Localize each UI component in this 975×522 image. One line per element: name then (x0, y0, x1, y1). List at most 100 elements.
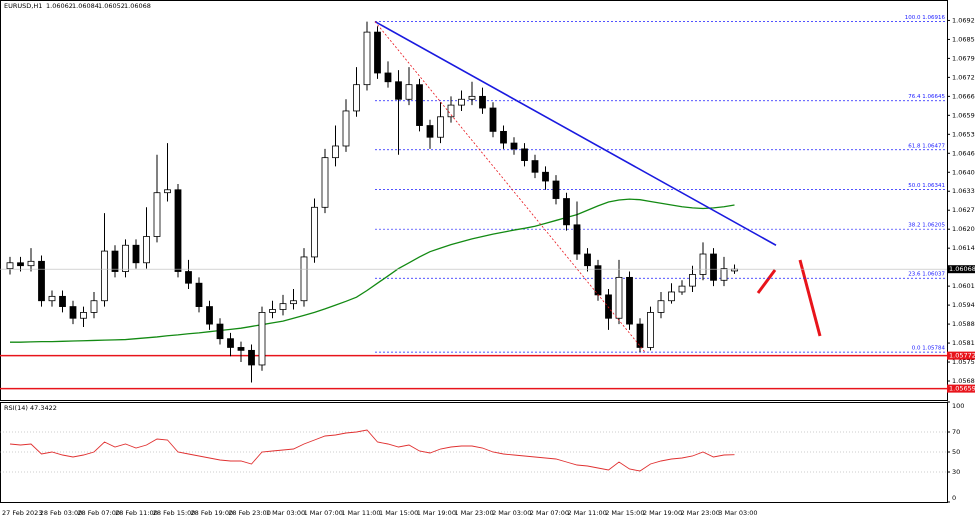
moving-average (10, 198, 735, 343)
header-low: 1.06052 (98, 2, 125, 10)
y-tick-label: 1.06140 (952, 244, 975, 252)
candle-body (437, 116, 444, 138)
candle-body (678, 285, 686, 293)
candle-body (447, 104, 455, 118)
x-tick-label: 2 Mar 15:00 (605, 509, 644, 517)
candle-body (300, 256, 308, 302)
y-tick-label: 1.05685 (952, 377, 975, 385)
header-close: 1.06068 (124, 2, 151, 10)
support-label: 1.05659 (949, 385, 975, 393)
candle-body (332, 145, 339, 159)
main-panel (0, 0, 948, 401)
rsi-tick-label: 70 (952, 428, 960, 436)
x-tick-label: 28 Feb 19:00 (191, 509, 234, 517)
price-tag (947, 265, 975, 274)
candle-body (500, 130, 507, 144)
x-tick-label: 1 Mar 07:00 (304, 509, 343, 517)
rsi-tick-label: 30 (952, 468, 960, 476)
candle-body (479, 95, 486, 109)
x-tick-label: 27 Feb 2023 (2, 509, 42, 517)
x-tick-label: 1 Mar 03:00 (266, 509, 305, 517)
candle-body (101, 250, 108, 302)
y-tick-label: 1.06205 (952, 225, 975, 233)
candle-body (552, 180, 560, 199)
x-tick-label: 28 Feb 15:00 (153, 509, 196, 517)
fib-label: 0.0 1.05784 (912, 346, 946, 352)
candle-body (132, 244, 140, 264)
rsi-line (9, 429, 735, 472)
candle-body (248, 349, 255, 366)
price-tag (947, 351, 975, 360)
x-tick-label: 28 Feb 11:00 (115, 509, 158, 517)
price-tag (947, 384, 975, 393)
candle-body (48, 295, 56, 302)
x-tick-label: 28 Feb 23:00 (228, 509, 271, 517)
x-tick-label: 1 Mar 15:00 (379, 509, 418, 517)
candle-body (269, 309, 276, 313)
candle-body (143, 236, 150, 264)
candle-body (594, 265, 602, 296)
trendline (374, 20, 777, 246)
header-open: 1.06062 (46, 2, 73, 10)
candle-body (59, 295, 66, 307)
y-tick-label: 1.05815 (952, 339, 975, 347)
candle-body (279, 303, 287, 310)
x-tick-label: 3 Mar 03:00 (718, 509, 757, 517)
candle-body (699, 253, 707, 275)
x-tick-label: 2 Mar 03:00 (492, 509, 531, 517)
x-tick-label: 1 Mar 23:00 (454, 509, 493, 517)
retracement-line (374, 21, 646, 353)
candle-body (615, 276, 623, 319)
x-tick-label: 2 Mar 07:00 (530, 509, 569, 517)
candle-body (290, 300, 297, 305)
candle-body (342, 110, 350, 147)
candle-body (216, 323, 224, 340)
candle-body (458, 98, 465, 106)
y-tick-label: 1.05750 (952, 358, 975, 366)
header-high: 1.06084 (72, 2, 99, 10)
candle-body (17, 262, 24, 267)
candle-body (521, 148, 528, 161)
x-tick-label: 28 Feb 07:00 (77, 509, 120, 517)
candle-body (416, 84, 423, 126)
candle-body (227, 338, 234, 348)
y-tick-label: 1.06530 (952, 130, 975, 138)
fib-label: 50.0 1.06341 (908, 183, 945, 189)
y-tick-label: 1.06010 (952, 282, 975, 290)
candle-body (174, 189, 182, 272)
candle-body (531, 160, 539, 173)
rsi-title: RSI(14) (4, 404, 28, 412)
candle-body (111, 250, 119, 272)
candle-body (69, 306, 77, 319)
candle-body (657, 300, 665, 313)
fib-label: 38.2 1.06205 (908, 223, 945, 229)
fib-label: 23.6 1.06037 (908, 272, 945, 278)
header: EURUSD,H1 1.06062 1.06084 1.06052 1.0606… (4, 2, 151, 10)
candle-body (647, 312, 654, 348)
rsi-panel (0, 402, 948, 503)
candle-body (384, 72, 392, 83)
x-tick-label: 2 Mar 11:00 (568, 509, 607, 517)
x-tick-label: 1 Mar 19:00 (417, 509, 456, 517)
rsi-tick-label: 100 (952, 402, 964, 410)
candle-body (689, 274, 696, 287)
candle-body (164, 189, 171, 194)
symbol: EURUSD,H1 (4, 2, 42, 10)
candle-body (374, 31, 381, 74)
candle-body (195, 282, 203, 307)
candle-body (237, 347, 245, 351)
x-tick-label: 2 Mar 19:00 (643, 509, 682, 517)
candle-body (405, 84, 413, 100)
candle-body (489, 107, 497, 132)
fib-label: 100.0 1.06916 (905, 15, 946, 21)
current-price-label: 1.06068 (949, 265, 975, 273)
candle-body (720, 268, 728, 281)
candle-body (710, 253, 717, 281)
y-tick-label: 1.06725 (952, 73, 975, 81)
candle-body (90, 300, 98, 313)
rsi-tick-label: 0 (952, 494, 956, 502)
candle-body (258, 312, 266, 366)
candle-body (395, 81, 402, 100)
y-tick-label: 1.06855 (952, 35, 975, 43)
